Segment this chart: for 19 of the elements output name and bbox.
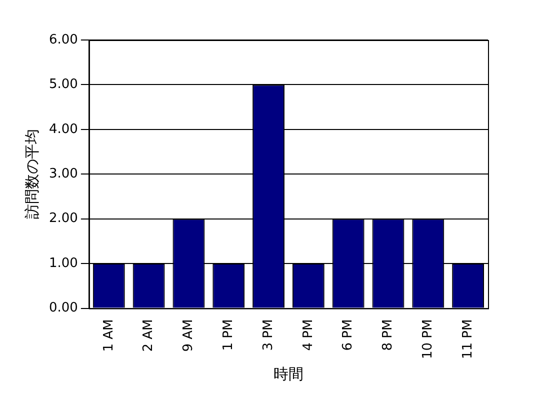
y-tick-label: 0.00 [48, 300, 78, 316]
x-tick-label: 8 PM [380, 319, 396, 351]
x-tick-label: 9 AM [181, 319, 196, 352]
x-tick-label: 10 PM [420, 319, 436, 360]
x-tick-label: 6 PM [340, 319, 356, 351]
x-tick-label: 1 AM [101, 319, 116, 352]
x-tick-label: 2 AM [141, 319, 156, 352]
y-tick-label: 6.00 [48, 32, 78, 48]
y-tick-label: 2.00 [48, 211, 78, 226]
x-axis-title: 時間 [273, 364, 304, 383]
y-tick-label: 4.00 [48, 122, 78, 137]
x-tick-label: 1 PM [220, 319, 236, 351]
x-tick-label: 3 PM [260, 319, 276, 351]
y-tick-label: 1.00 [48, 256, 78, 271]
y-tick-label: 3.00 [48, 166, 78, 182]
y-axis-title: 訪問数の平均 [22, 129, 41, 220]
y-tick-label: 5.00 [48, 77, 78, 92]
x-tick-label: 11 PM [460, 319, 476, 360]
x-tick-label: 4 PM [300, 319, 316, 351]
